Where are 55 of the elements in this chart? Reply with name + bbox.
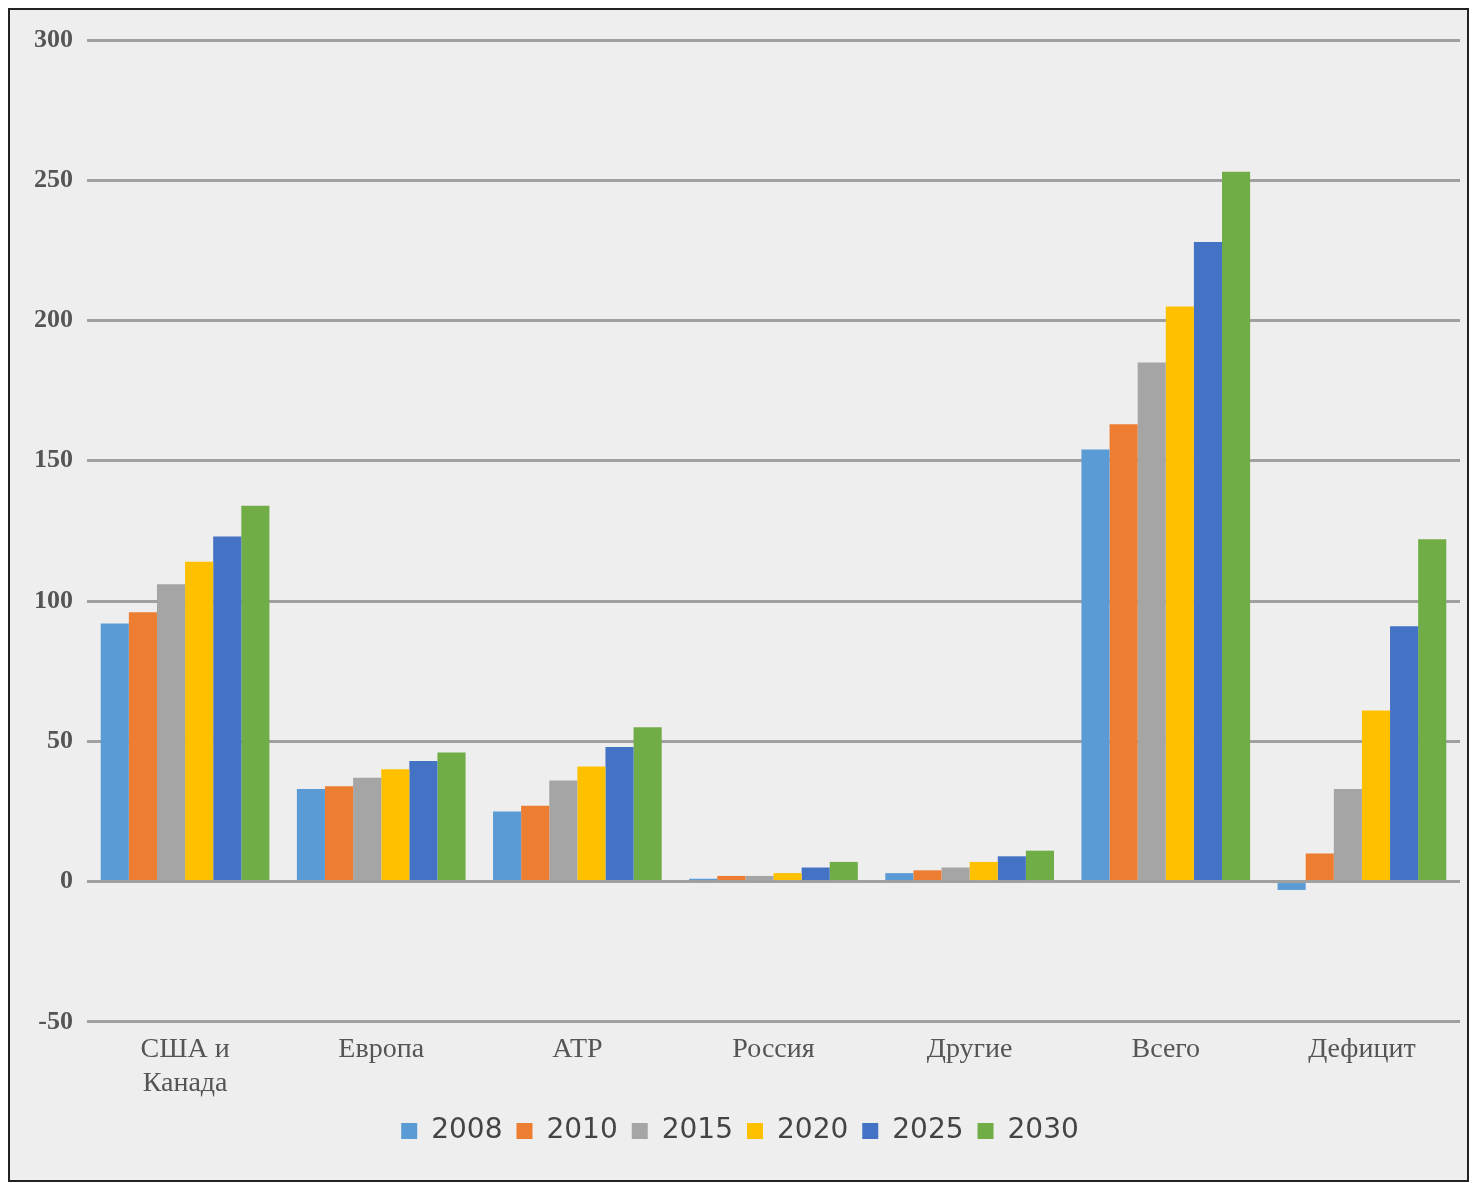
legend-label: 2008 xyxy=(431,1112,503,1146)
bar xyxy=(997,856,1026,881)
bar xyxy=(717,875,746,881)
y-tick-label: 300 xyxy=(34,23,73,53)
x-tick-label: Дефицит xyxy=(1308,1031,1416,1063)
legend-label: 2025 xyxy=(892,1112,964,1146)
x-tick-label: США и Канада xyxy=(140,1031,230,1097)
bar xyxy=(1222,171,1251,881)
bar xyxy=(1305,853,1334,881)
bar xyxy=(1165,306,1194,881)
x-tick-label: АТР xyxy=(552,1031,603,1063)
y-tick-label: -50 xyxy=(38,1005,73,1035)
bar xyxy=(633,727,662,881)
bar xyxy=(801,867,830,881)
legend-label: 2015 xyxy=(661,1112,734,1146)
bar xyxy=(128,612,157,881)
bar xyxy=(1081,449,1110,881)
legend-label: 2020 xyxy=(777,1112,849,1146)
bar xyxy=(1361,710,1391,881)
bar xyxy=(1277,883,1306,890)
bar xyxy=(1418,539,1447,881)
bar xyxy=(409,760,438,881)
bar xyxy=(324,786,354,881)
bar xyxy=(437,752,466,881)
bar xyxy=(773,873,802,881)
bar xyxy=(381,769,410,881)
bar xyxy=(185,561,214,881)
bar xyxy=(885,873,914,881)
legend-label: 2010 xyxy=(546,1112,618,1146)
bar xyxy=(1025,850,1054,881)
bar xyxy=(493,811,522,881)
bar xyxy=(241,505,270,881)
legend-label: 2030 xyxy=(1007,1112,1079,1146)
bar xyxy=(605,746,634,881)
bar xyxy=(1193,241,1223,881)
y-tick-label: 250 xyxy=(34,163,73,193)
bar xyxy=(577,766,606,881)
x-tick-label: Россия xyxy=(732,1031,815,1063)
bar xyxy=(100,623,129,881)
x-tick-label: Другие xyxy=(926,1031,1013,1063)
y-tick-label: 150 xyxy=(34,444,73,474)
x-tick-label: Европа xyxy=(338,1031,425,1063)
bar xyxy=(213,536,242,881)
bar xyxy=(1109,424,1138,881)
bar xyxy=(969,861,998,881)
bar xyxy=(296,788,325,881)
bar xyxy=(829,861,858,881)
y-tick-label: 50 xyxy=(47,725,73,754)
y-tick-label: 200 xyxy=(34,304,73,334)
bar xyxy=(521,805,550,881)
y-tick-label: 0 xyxy=(60,865,73,895)
bar xyxy=(913,870,942,881)
x-tick-label: Всего xyxy=(1131,1031,1201,1063)
y-tick-label: 100 xyxy=(34,584,73,614)
bar xyxy=(1390,626,1419,881)
